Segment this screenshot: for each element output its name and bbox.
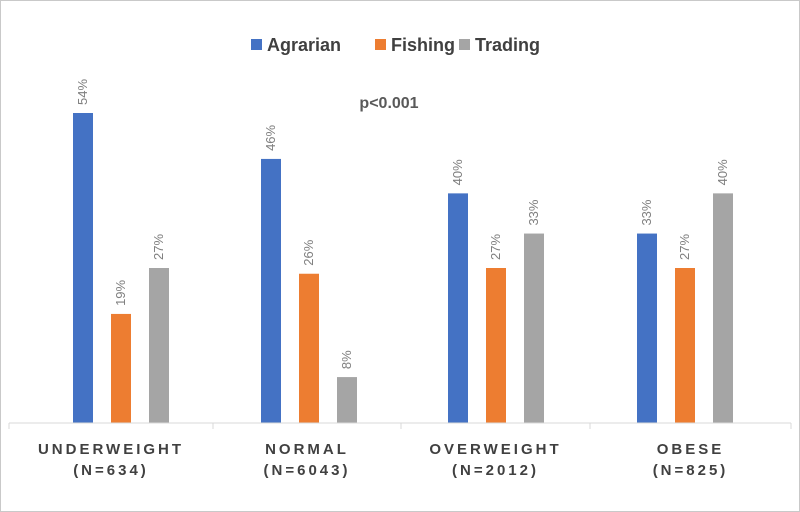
x-axis-ticks <box>8 423 792 429</box>
category-count-2: (N=2012) <box>452 462 539 479</box>
data-label-fishing-3: 27% <box>677 234 692 260</box>
bar-fishing-3 <box>675 268 695 423</box>
data-labels-group: 54% 46% 40% 33% 19% 26% 27% 27% 27% 8% 33% 40% <box>75 79 730 370</box>
bar-agrarian-2 <box>448 193 468 423</box>
bar-trading-1 <box>337 377 357 423</box>
bar-agrarian-0 <box>73 113 93 423</box>
category-labels-group: UNDERWEIGHT (N=634) NORMAL (N=6043) OVERWEIG… <box>38 441 729 479</box>
category-label-1: NORMAL <box>265 441 349 458</box>
bar-fishing-1 <box>299 273 319 423</box>
data-label-trading-0: 27% <box>151 234 166 260</box>
legend-label-agrarian: Agrarian <box>267 35 341 55</box>
legend-label-trading: Trading <box>475 35 540 55</box>
bar-agrarian-1 <box>261 158 281 424</box>
data-label-agrarian-3: 33% <box>639 199 654 225</box>
data-label-agrarian-2: 40% <box>450 159 465 185</box>
category-label-0: UNDERWEIGHT <box>38 441 184 458</box>
data-label-fishing-1: 26% <box>301 239 316 265</box>
category-count-3: (N=825) <box>653 462 729 479</box>
legend-swatch-fishing <box>375 39 386 50</box>
bar-trading-0 <box>149 268 169 423</box>
data-label-agrarian-1: 46% <box>263 124 278 150</box>
data-label-trading-2: 33% <box>526 199 541 225</box>
legend-swatch-trading <box>459 39 470 50</box>
legend-label-fishing: Fishing <box>391 35 455 55</box>
category-count-0: (N=634) <box>73 462 149 479</box>
bar-fishing-0 <box>111 313 131 423</box>
bar-agrarian-3 <box>637 233 657 423</box>
bar-trading-3 <box>713 193 733 423</box>
bar-fishing-2 <box>486 268 506 423</box>
data-label-agrarian-0: 54% <box>75 79 90 105</box>
category-count-1: (N=6043) <box>264 462 351 479</box>
legend-swatch-agrarian <box>251 39 262 50</box>
data-label-fishing-0: 19% <box>113 279 128 305</box>
category-label-3: OBESE <box>657 441 725 458</box>
data-label-fishing-2: 27% <box>488 234 503 260</box>
data-label-trading-3: 40% <box>715 159 730 185</box>
bars-group <box>73 113 733 424</box>
category-label-2: OVERWEIGHT <box>429 441 561 458</box>
bar-trading-2 <box>524 233 544 423</box>
chart-legend: Agrarian Fishing Trading <box>251 35 540 55</box>
data-label-trading-1: 8% <box>339 350 354 369</box>
significance-annotation: p<0.001 <box>359 95 418 112</box>
